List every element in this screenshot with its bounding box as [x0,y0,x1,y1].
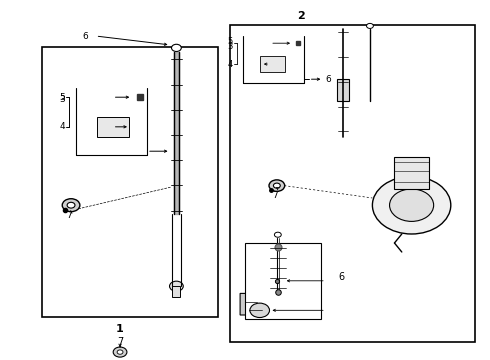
Bar [272,254,283,268]
Circle shape [113,347,127,357]
Bar [260,56,285,72]
Text: 2: 2 [297,11,305,21]
Bar [42,47,218,317]
Circle shape [170,281,183,291]
Bar [97,117,129,137]
Text: 4: 4 [60,122,65,131]
Circle shape [390,189,434,221]
Text: 1: 1 [116,324,124,334]
Text: 7: 7 [272,191,278,200]
Text: 6: 6 [82,32,88,41]
Text: 7: 7 [67,211,73,220]
Text: 5: 5 [227,37,233,46]
Text: 4: 4 [227,60,233,69]
Text: 5: 5 [59,93,65,102]
Circle shape [274,232,281,237]
Text: 3: 3 [227,42,233,51]
Circle shape [372,176,451,234]
Text: 6: 6 [326,75,332,84]
Polygon shape [240,293,279,315]
Bar [337,79,349,101]
Bar [394,157,429,189]
Circle shape [117,350,123,354]
Bar [245,243,321,319]
Circle shape [172,44,181,51]
Text: 7: 7 [117,337,123,347]
Bar [172,286,180,297]
Bar [230,25,475,342]
Text: 6: 6 [339,272,344,282]
Circle shape [250,303,270,318]
Circle shape [273,258,281,264]
Circle shape [269,180,285,192]
Circle shape [367,23,373,28]
Circle shape [67,202,75,208]
Circle shape [273,183,280,188]
Text: 3: 3 [59,95,65,104]
Circle shape [62,199,80,212]
